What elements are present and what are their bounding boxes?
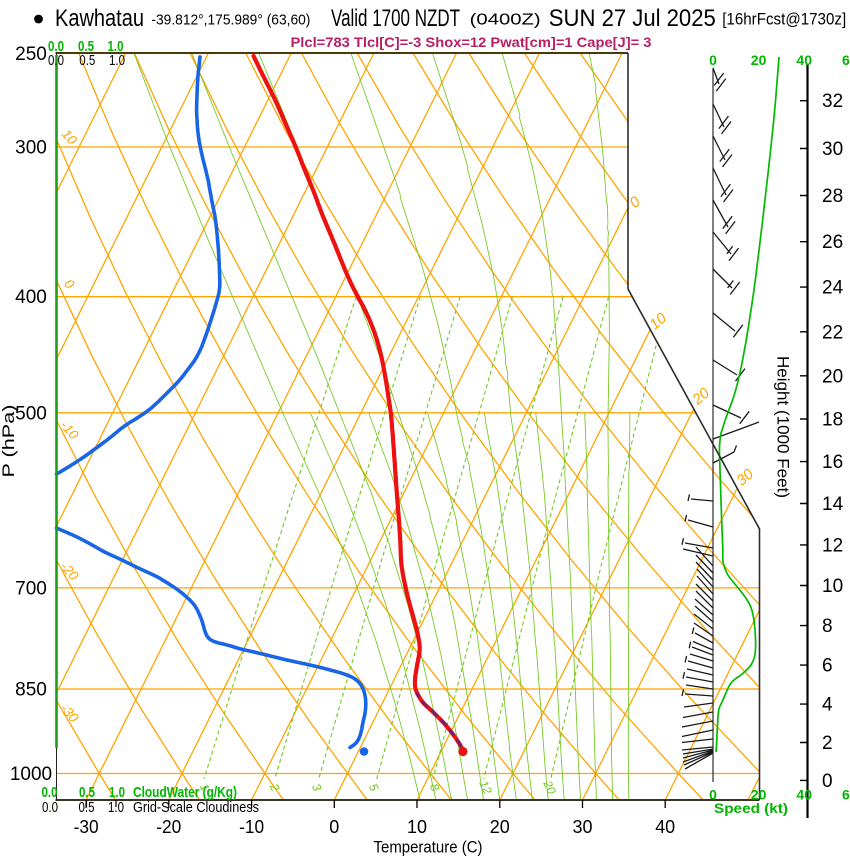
- svg-text:0.5: 0.5: [78, 39, 94, 55]
- svg-text:[16hrFcst@1730z]: [16hrFcst@1730z]: [722, 11, 846, 29]
- svg-text:16: 16: [822, 452, 843, 473]
- svg-text:Temperature (C): Temperature (C): [374, 838, 483, 857]
- svg-text:0.5: 0.5: [79, 800, 95, 816]
- svg-text:40: 40: [796, 787, 812, 803]
- svg-text:1.0: 1.0: [109, 785, 125, 801]
- svg-text:26: 26: [822, 232, 843, 253]
- svg-text:60: 60: [842, 787, 850, 803]
- svg-text:40: 40: [655, 817, 675, 837]
- svg-text:8: 8: [822, 616, 833, 637]
- svg-text:1.0: 1.0: [108, 39, 124, 55]
- svg-text:Plcl=783 Tlcl[C]=-3 Shox=12 Pw: Plcl=783 Tlcl[C]=-3 Shox=12 Pwat[cm]=1 C…: [291, 35, 653, 50]
- svg-text:40: 40: [796, 52, 812, 68]
- svg-text:0.0: 0.0: [48, 53, 64, 69]
- svg-text:60: 60: [842, 52, 850, 68]
- svg-text:28: 28: [822, 186, 843, 207]
- svg-text:0: 0: [709, 52, 717, 68]
- svg-text:4: 4: [822, 695, 833, 716]
- svg-text:P (hPa): P (hPa): [0, 405, 18, 478]
- svg-text:12: 12: [476, 778, 494, 796]
- svg-text:-10: -10: [239, 817, 264, 837]
- svg-text:12: 12: [822, 535, 843, 556]
- svg-text:20: 20: [751, 52, 767, 68]
- svg-text:0: 0: [709, 787, 717, 803]
- svg-text:0.5: 0.5: [79, 53, 95, 69]
- svg-text:0: 0: [329, 817, 339, 837]
- svg-text:30: 30: [822, 139, 843, 160]
- svg-text:2: 2: [822, 733, 833, 754]
- svg-text:0.0: 0.0: [48, 39, 64, 55]
- svg-text:20: 20: [490, 817, 510, 837]
- svg-text:30: 30: [573, 817, 593, 837]
- svg-text:0.5: 0.5: [79, 785, 95, 801]
- svg-text:Speed (kt): Speed (kt): [714, 800, 788, 816]
- svg-text:1.0: 1.0: [109, 53, 125, 69]
- svg-text:Kawhatau: Kawhatau: [55, 5, 144, 32]
- svg-text:0.0: 0.0: [42, 800, 58, 816]
- svg-text:-39.812°,175.989° (63,60): -39.812°,175.989° (63,60): [151, 12, 310, 29]
- svg-text:24: 24: [822, 278, 844, 299]
- svg-text:10: 10: [822, 576, 843, 597]
- svg-text:10: 10: [407, 817, 427, 837]
- svg-text:22: 22: [822, 322, 843, 343]
- svg-text:250: 250: [15, 44, 47, 65]
- svg-text:Grid-Scale Cloudiness: Grid-Scale Cloudiness: [133, 799, 259, 816]
- svg-text:CloudWater (g/Kg): CloudWater (g/Kg): [133, 784, 237, 801]
- svg-text:-20: -20: [156, 817, 181, 837]
- svg-text:1.0: 1.0: [108, 800, 124, 816]
- svg-text:(0400Z): (0400Z): [470, 12, 541, 29]
- svg-text:20: 20: [751, 787, 767, 803]
- svg-text:20: 20: [540, 777, 559, 796]
- svg-text:Height (1000 Feet): Height (1000 Feet): [774, 356, 793, 498]
- svg-text:400: 400: [15, 287, 47, 308]
- svg-text:0.0: 0.0: [42, 785, 58, 801]
- svg-text:18: 18: [822, 410, 843, 431]
- svg-text:14: 14: [822, 494, 844, 515]
- svg-text:1: 1: [197, 781, 213, 793]
- svg-text:500: 500: [15, 403, 47, 424]
- svg-text:850: 850: [15, 680, 47, 701]
- svg-text:700: 700: [15, 578, 47, 599]
- svg-text:32: 32: [822, 91, 843, 112]
- svg-text:0: 0: [822, 771, 833, 792]
- svg-text:Valid 1700 NZDT: Valid 1700 NZDT: [331, 5, 460, 32]
- svg-text:-30: -30: [74, 817, 99, 837]
- svg-text:20: 20: [822, 366, 843, 387]
- svg-text:1000: 1000: [10, 764, 52, 785]
- svg-text:6: 6: [822, 656, 833, 677]
- svg-text:SUN 27 Jul 2025: SUN 27 Jul 2025: [549, 5, 716, 32]
- svg-text:300: 300: [15, 138, 47, 159]
